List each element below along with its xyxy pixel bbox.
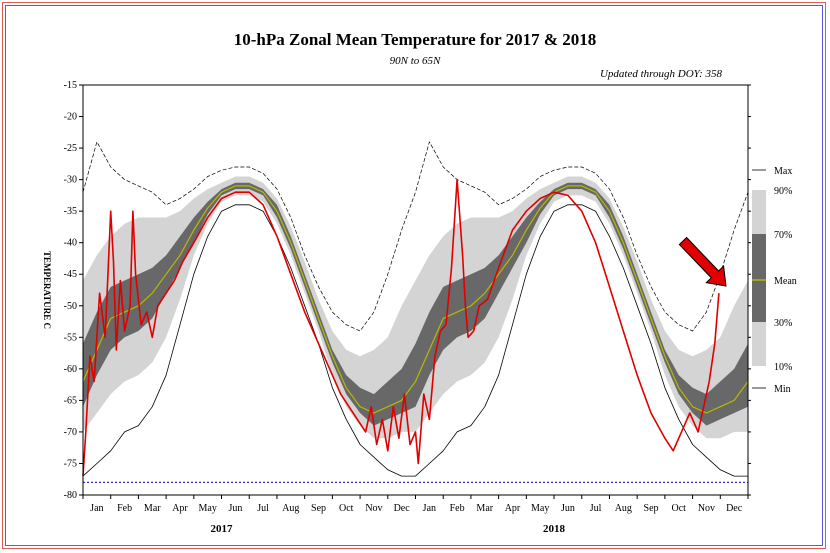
legend-label: 10% bbox=[774, 362, 792, 373]
legend-label: 70% bbox=[774, 230, 792, 241]
legend-label: Mean bbox=[774, 276, 797, 287]
legend-band-10 bbox=[752, 322, 766, 366]
year-label: 2018 bbox=[543, 523, 566, 535]
x-tick-label: May bbox=[199, 503, 217, 514]
y-tick-label: -45 bbox=[64, 269, 77, 280]
updated-annotation: Updated through DOY: 358 bbox=[599, 68, 722, 80]
chart-subtitle: 90N to 65N bbox=[389, 55, 441, 67]
y-tick-label: -60 bbox=[64, 364, 77, 375]
legend: Max 90% 70% Mean 30% 10% Min bbox=[752, 166, 797, 395]
x-tick-label: Feb bbox=[450, 503, 465, 514]
x-tick-label: Aug bbox=[282, 503, 299, 514]
y-tick-label: -50 bbox=[64, 301, 77, 312]
outer-frame-blue bbox=[5, 5, 823, 546]
x-tick-label: Oct bbox=[339, 503, 354, 514]
y-tick-label: -70 bbox=[64, 427, 77, 438]
x-tick-label: Jan bbox=[90, 503, 103, 514]
y-tick-label: -65 bbox=[64, 395, 77, 406]
band-30-70-percentile bbox=[83, 182, 748, 426]
x-tick-label: Dec bbox=[726, 503, 743, 514]
y-tick-label: -35 bbox=[64, 206, 77, 217]
legend-label: 30% bbox=[774, 318, 792, 329]
legend-band-90 bbox=[752, 190, 766, 234]
legend-label: Max bbox=[774, 166, 792, 177]
x-tick-label: Nov bbox=[698, 503, 715, 514]
y-tick-label: -20 bbox=[64, 112, 77, 123]
legend-band-70-30 bbox=[752, 234, 766, 322]
legend-label: Min bbox=[774, 384, 791, 395]
y-tick-label: -15 bbox=[64, 80, 77, 91]
x-tick-label: Mar bbox=[144, 503, 161, 514]
min-line bbox=[82, 204, 748, 477]
year-label: 2017 bbox=[211, 523, 234, 535]
x-tick-label: May bbox=[531, 503, 549, 514]
x-tick-label: Sep bbox=[311, 503, 326, 514]
y-tick-label: -25 bbox=[64, 143, 77, 154]
x-tick-label: Jul bbox=[257, 503, 269, 514]
y-axis-label: TEMPERATURE C bbox=[42, 251, 52, 329]
y-tick-label: -80 bbox=[64, 490, 77, 501]
x-tick-label: Jul bbox=[590, 503, 602, 514]
x-tick-label: Aug bbox=[615, 503, 632, 514]
legend-label: 90% bbox=[774, 186, 792, 197]
x-tick-label: Feb bbox=[117, 503, 132, 514]
y-tick-label: -55 bbox=[64, 332, 77, 343]
max-line bbox=[82, 141, 749, 332]
observed-temperature-line bbox=[82, 178, 720, 477]
x-tick-label: Nov bbox=[365, 503, 382, 514]
plot-area bbox=[82, 141, 749, 483]
x-tick-label: Jun bbox=[228, 503, 242, 514]
y-tick-label: -30 bbox=[64, 175, 77, 186]
y-tick-label: -75 bbox=[64, 458, 77, 469]
mean-line bbox=[82, 185, 749, 414]
x-tick-label: Oct bbox=[672, 503, 687, 514]
x-tick-label: Jan bbox=[423, 503, 436, 514]
red-arrow-icon bbox=[678, 236, 727, 287]
x-tick-label: Apr bbox=[505, 503, 521, 514]
x-tick-label: Sep bbox=[644, 503, 659, 514]
x-tick-label: Jun bbox=[561, 503, 575, 514]
band-10-90-percentile bbox=[83, 176, 748, 439]
chart-title: 10-hPa Zonal Mean Temperature for 2017 &… bbox=[233, 30, 597, 49]
axes: -15 -20 -25 -30 -35 -40 -45 -50 -55 -60 -65 -70 -75 -… bbox=[42, 80, 751, 535]
y-tick-label: -40 bbox=[64, 238, 77, 249]
x-tick-label: Dec bbox=[394, 503, 411, 514]
x-tick-label: Mar bbox=[476, 503, 493, 514]
x-tick-label: Apr bbox=[172, 503, 188, 514]
